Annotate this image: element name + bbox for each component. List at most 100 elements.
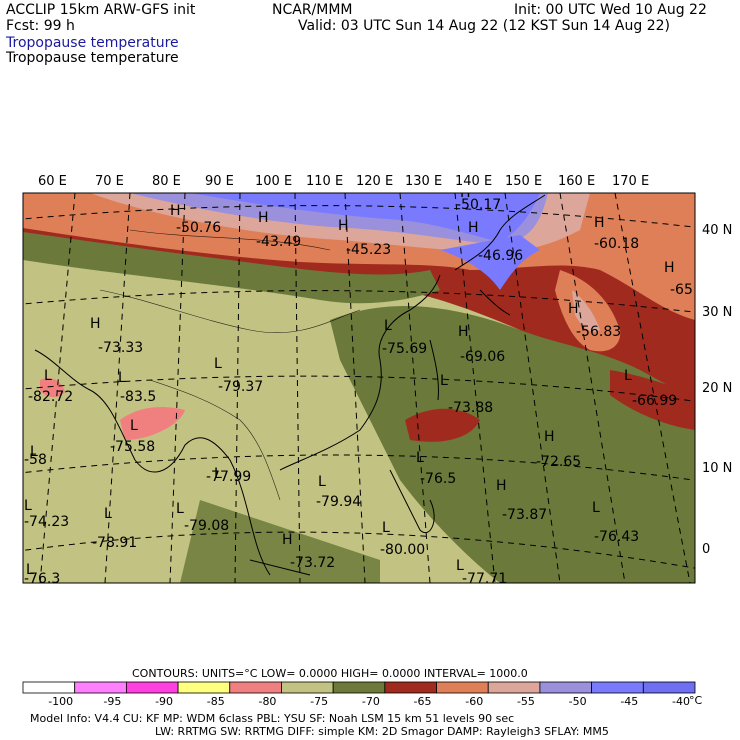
lat-label: 10 N	[702, 461, 732, 476]
lon-label: 90 E	[205, 174, 234, 189]
extrema-labels: H-50.76H-43.49H-45.23H-50.17H-46.96H-60.…	[24, 185, 693, 587]
longitude-labels: 60 E 70 E 80 E 90 E 100 E 110 E 120 E 13…	[38, 174, 649, 189]
lon-label: 60 E	[38, 174, 67, 189]
legend-swatch	[436, 681, 489, 694]
high-marker: H	[664, 260, 675, 276]
low-marker: L	[30, 444, 38, 460]
center-name: NCAR/MMM	[272, 2, 353, 18]
extremum-value: -73.88	[448, 400, 493, 416]
field-brick-pacific	[610, 370, 695, 430]
low-marker: L	[592, 500, 600, 516]
extremum-value: -46.96	[478, 248, 523, 264]
low-marker: L	[104, 506, 112, 522]
high-marker: H	[338, 218, 349, 234]
extremum-value: -69.06	[460, 349, 505, 365]
extremum-value: -66.99	[632, 393, 677, 409]
extremum-value: -73.87	[502, 507, 547, 523]
low-marker: L	[214, 356, 222, 372]
legend-swatch	[591, 681, 644, 694]
legend-tick-label: -50	[569, 695, 587, 708]
legend-tick-label: -70	[362, 695, 380, 708]
legend-tick-label: -45	[620, 695, 638, 708]
lat-label: 30 N	[702, 305, 732, 320]
low-marker: L	[624, 368, 632, 384]
low-marker: L	[214, 466, 222, 482]
high-marker: H	[282, 532, 293, 548]
model-title: ACCLIP 15km ARW-GFS init	[6, 2, 196, 18]
low-marker: L	[416, 450, 424, 466]
field-low-pink-1	[120, 407, 185, 440]
low-marker: L	[118, 370, 126, 386]
legend-tick-label: -60	[465, 695, 483, 708]
extremum-value: -76.5	[420, 471, 456, 487]
low-marker: L	[44, 368, 52, 384]
legend-swatch	[642, 681, 696, 694]
low-marker: L	[24, 498, 32, 514]
field-olive-east	[330, 306, 695, 583]
low-marker: L	[176, 501, 184, 517]
legend-swatch	[177, 681, 231, 694]
country-borders	[99, 229, 361, 501]
extremum-value: -65	[670, 282, 693, 298]
extremum-value: -79.94	[316, 494, 361, 510]
model-info-line1: Model Info: V4.4 CU: KF MP: WDM 6class P…	[30, 712, 515, 725]
field-pinktan-blob	[572, 290, 600, 332]
legend-tick-label: -100	[48, 695, 73, 708]
field-blue-lobe	[440, 235, 540, 290]
legend-tick-label: -85	[207, 695, 225, 708]
map-field	[23, 193, 695, 583]
legend-swatch	[281, 681, 334, 694]
legend-unit: °C	[689, 694, 703, 707]
graticule	[23, 193, 695, 583]
low-marker: L	[382, 520, 390, 536]
lon-label: 150 E	[505, 174, 542, 189]
low-marker: L	[130, 418, 138, 434]
legend-swatch	[539, 681, 593, 694]
lat-label: 0	[702, 542, 710, 557]
legend-swatch	[22, 681, 76, 694]
field-title-primary: Tropopause temperature	[6, 35, 179, 51]
legend-tick-label: -95	[103, 695, 121, 708]
low-marker: L	[384, 318, 392, 334]
high-marker: H	[568, 301, 579, 317]
legend-tick-label: -65	[414, 695, 432, 708]
field-olive-south	[180, 500, 380, 583]
extremum-value: -72.65	[536, 454, 581, 470]
lon-label: 100 E	[255, 174, 292, 189]
lon-label: 140 E	[455, 174, 492, 189]
extremum-value: -45.23	[346, 242, 391, 258]
extremum-value: -82.72	[28, 389, 73, 405]
extremum-value: -74.23	[24, 514, 69, 530]
coastlines	[34, 194, 546, 576]
legend-tick-label: -75	[310, 695, 328, 708]
extremum-value: -73.33	[98, 340, 143, 356]
high-marker: H	[458, 324, 469, 340]
field-olive-north-strip	[23, 232, 440, 304]
field-title-secondary: Tropopause temperature	[6, 50, 179, 66]
legend-swatch	[487, 681, 541, 694]
legend-tick-label: -80	[258, 695, 276, 708]
extremum-value: -58	[24, 452, 47, 468]
lon-label: 110 E	[306, 174, 343, 189]
init-time: Init: 00 UTC Wed 10 Aug 22	[514, 2, 707, 18]
lat-label: 20 N	[702, 381, 732, 396]
extremum-value: -60.18	[594, 236, 639, 252]
lon-label: 130 E	[405, 174, 442, 189]
high-marker: H	[468, 220, 479, 236]
lat-label: 40 N	[702, 223, 732, 238]
high-marker: H	[594, 215, 605, 231]
extremum-value: -78.91	[92, 535, 137, 551]
low-marker: L	[318, 474, 326, 490]
valid-time: Valid: 03 UTC Sun 14 Aug 22 (12 KST Sun …	[298, 18, 670, 34]
low-marker: L	[456, 558, 464, 574]
forecast-hour: Fcst: 99 h	[6, 18, 75, 34]
lon-label: 70 E	[95, 174, 124, 189]
legend-tick-label: -40	[672, 695, 690, 708]
color-legend: -100 -95 -90 -85 -80 -75 -70 -65 -60 -55 -50 -45 -40	[22, 681, 696, 708]
high-marker: H	[460, 185, 471, 201]
legend-swatch	[384, 681, 437, 694]
legend-tick-label: -90	[155, 695, 173, 708]
high-marker: H	[496, 478, 507, 494]
extremum-value: -76.3	[24, 571, 60, 587]
